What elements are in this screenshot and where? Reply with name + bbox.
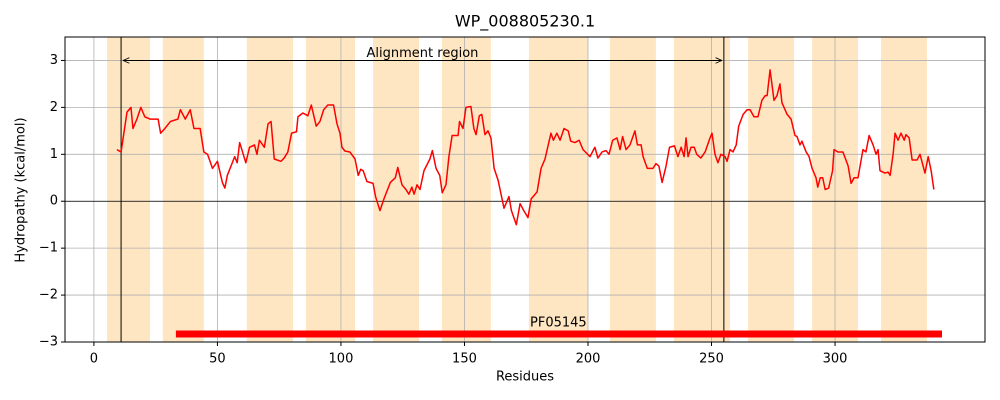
x-tick-label: 100 <box>329 352 354 367</box>
x-axis-label: Residues <box>496 370 554 385</box>
x-tick-label: 250 <box>699 352 724 367</box>
y-tick-label: −3 <box>39 335 58 350</box>
x-tick-label: 150 <box>452 352 477 367</box>
region <box>528 37 588 342</box>
x-tick-label: 0 <box>90 352 98 367</box>
y-axis-label: Hydropathy (kcal/mol) <box>14 117 29 262</box>
x-tick-label: 50 <box>209 352 226 367</box>
y-tick-label: 1 <box>50 147 58 162</box>
region <box>305 37 356 342</box>
region <box>441 37 491 342</box>
region <box>673 37 731 342</box>
y-tick-label: 3 <box>50 53 58 68</box>
y-tick-label: 2 <box>50 100 58 115</box>
region <box>106 37 150 342</box>
x-tick-label: 300 <box>823 352 848 367</box>
y-tick-label: 0 <box>50 194 58 209</box>
annotation-label: Alignment region <box>367 46 479 61</box>
region <box>162 37 204 342</box>
y-tick-label: −1 <box>39 241 58 256</box>
plot-frame <box>64 36 986 343</box>
region <box>609 37 656 342</box>
plot-area: Alignment region PF05145 <box>64 36 986 343</box>
domain-label: PF05145 <box>530 316 587 331</box>
x-tick-label: 200 <box>576 352 601 367</box>
chart-title: WP_008805230.1 <box>455 12 595 32</box>
region <box>748 37 795 342</box>
region <box>880 37 927 342</box>
y-tick-label: −2 <box>39 288 58 303</box>
region <box>246 37 294 342</box>
hydropathy-line <box>116 69 935 226</box>
